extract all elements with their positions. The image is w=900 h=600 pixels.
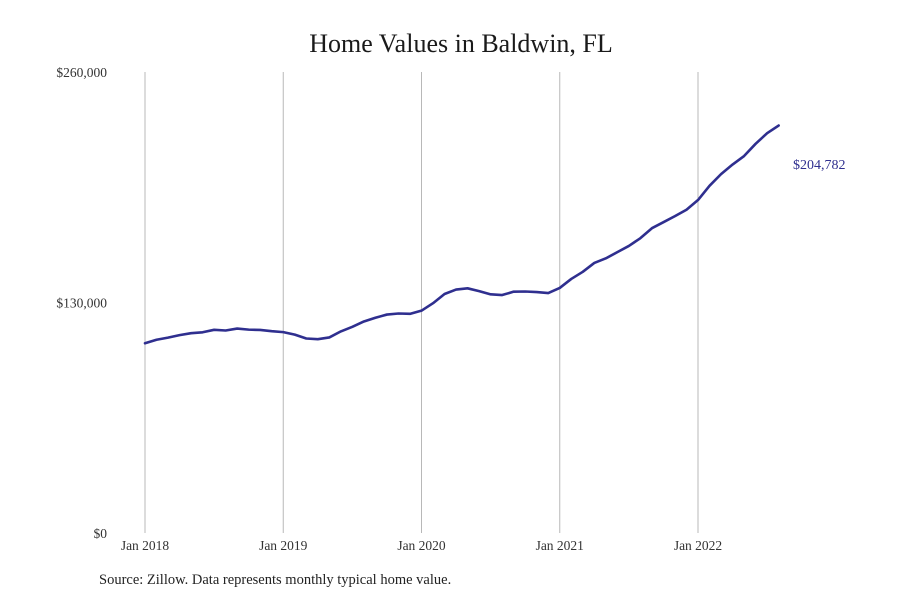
source-note: Source: Zillow. Data represents monthly … — [99, 572, 452, 588]
y-tick-label: $130,000 — [56, 296, 107, 311]
home-value-line — [143, 124, 780, 345]
end-value-label: $204,782 — [793, 158, 846, 173]
x-tick-label: Jan 2020 — [397, 538, 446, 553]
grid-layer — [144, 72, 699, 533]
y-tick-label: $0 — [94, 526, 108, 541]
y-tick-label: $260,000 — [56, 65, 107, 80]
x-tick-label: Jan 2019 — [259, 538, 308, 553]
x-tick-label: Jan 2021 — [536, 538, 584, 553]
x-axis-labels: Jan 2018 Jan 2019 Jan 2020 Jan 2021 Jan 2022 — [121, 538, 722, 553]
x-tick-label: Jan 2018 — [121, 538, 170, 553]
series-layer — [143, 124, 780, 345]
y-axis-labels: $0 $130,000 $260,000 — [56, 65, 107, 541]
chart-title: Home Values in Baldwin, FL — [309, 29, 613, 58]
x-tick-label: Jan 2022 — [674, 538, 722, 553]
